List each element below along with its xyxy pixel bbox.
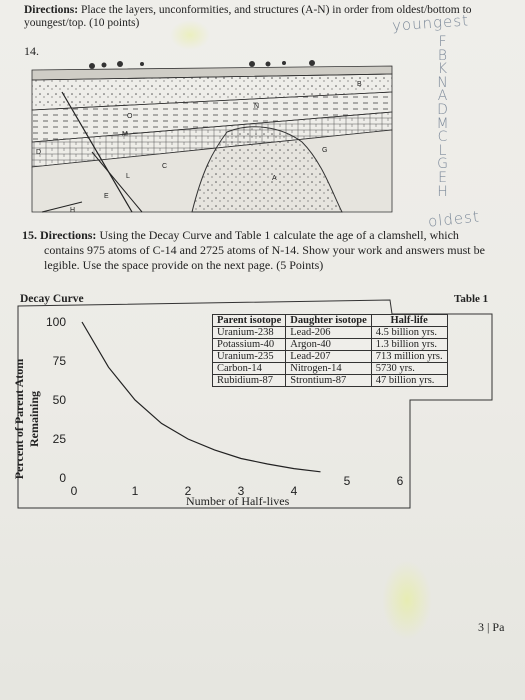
intrusion-a [191,126,343,213]
table-header-row: Parent isotope Daughter isotope Half-lif… [211,314,448,327]
label-d: D [36,149,41,156]
dike-line [91,151,143,213]
x-axis-label: Number of Half-lives [186,494,290,508]
header-parent: Parent isotope [211,314,287,327]
decay-curve-title: Decay Curve [20,293,84,305]
hw-order-1: F [438,34,448,50]
x-tick-label: 4 [291,484,298,498]
header-half-life: Half-life [370,314,448,327]
y-tick-label: 75 [53,354,67,368]
y-tick-label: 0 [59,471,66,485]
question-15-directions-label: Directions: [40,228,97,242]
y-tick-label: 50 [53,393,67,407]
decay-curve-chart: 100 75 50 25 0 0 1 2 3 4 5 6 [17,299,493,509]
x-tick-label: 5 [344,474,351,488]
header-daughter: Daughter isotope [285,314,372,327]
hw-order-8: C [437,129,449,146]
hw-order-2: B [437,47,449,64]
label-g: G [322,147,327,154]
hw-order-3: K [437,61,449,78]
table-row: Carbon-14 Nitrogen-14 5730 yrs. [211,362,448,375]
table-cell: Potassium-40 [211,338,287,351]
directions-text: Place the layers, unconformities, and st… [24,4,472,29]
label-b: B [357,81,362,88]
x-tick-label: 2 [185,484,192,498]
layer-h-line [41,201,83,213]
light-glare [382,560,432,640]
directions-label: Directions: [24,4,79,16]
hw-order-5: A [437,88,449,105]
hw-order-12: H [437,183,449,200]
table-row: Uranium-235 Lead-207 713 million yrs. [211,350,448,363]
table-cell: Nitrogen-14 [285,362,372,375]
y-axis-label: Percent of Parent Atom Remaining [12,358,41,480]
x-tick-labels: 0 1 2 3 4 5 6 [71,474,404,498]
label-e: E [104,193,109,200]
hw-order-6: D [437,101,449,118]
table-cell: Strontium-87 [285,374,372,387]
table-row: Rubidium-87 Strontium-87 47 billion yrs. [211,374,448,387]
label-m: M [122,131,128,138]
table-cell: 47 billion yrs. [370,374,448,387]
table-cell: 1.3 billion yrs. [370,338,448,351]
table-cell: Carbon-14 [211,362,287,375]
label-o: O [127,113,133,120]
question-15-line2: contains 975 atoms of C-14 and 2725 atom… [44,243,485,257]
label-c: C [162,163,167,170]
surface-vegetation [89,60,315,69]
y-tick-label: 25 [53,432,67,446]
label-a: A [272,175,277,182]
table-cell: Uranium-235 [211,350,287,363]
page-number: 3 | Pa [478,620,505,634]
geologic-cross-section: B N O M D C L E H A G [31,60,393,214]
hw-order-7: M [436,115,450,132]
table-cell: 5730 yrs. [370,362,448,375]
table-cell: Uranium-238 [211,326,287,339]
table-cell: 4.5 billion yrs. [370,326,448,339]
x-tick-label: 6 [397,474,404,488]
label-l: L [126,173,130,180]
table-cell: Lead-206 [285,326,372,339]
fault-line [61,91,133,213]
y-tick-label: 100 [46,315,66,329]
y-tick-labels: 100 75 50 25 0 [46,315,66,485]
decay-curve-line [81,321,321,473]
light-glare [170,20,210,50]
hw-order-9: L [438,142,448,159]
chart-frame [17,299,493,509]
table-row: Uranium-238 Lead-206 4.5 billion yrs. [211,326,448,339]
x-tick-label: 3 [238,484,245,498]
table-cell: 713 million yrs. [370,350,448,363]
table-cell: Argon-40 [285,338,372,351]
question-15-line3: legible. Use the space provide on the ne… [44,258,324,272]
question-14-number: 14. [24,44,39,58]
handwritten-youngest: youngest [391,11,470,35]
handwritten-order-list: F B K N A D M C L G E H [428,34,458,200]
question-15-line1: Using the Decay Curve and Table 1 calcul… [99,228,459,242]
hw-order-11: E [438,169,448,186]
label-h: H [70,207,75,214]
question-15-number: 15. [22,228,37,242]
directions-q14: Directions: Place the layers, unconformi… [24,4,494,30]
table-cell: Lead-207 [285,350,372,363]
hw-order-4: N [437,74,449,91]
isotope-table: Parent isotope Daughter isotope Half-lif… [211,314,448,387]
table-cell: Rubidium-87 [211,374,287,387]
question-15: 15. Directions: Using the Decay Curve an… [22,228,492,273]
hw-order-10: G [437,156,449,173]
x-tick-label: 0 [71,484,78,498]
table1-title: Table 1 [454,293,489,305]
table-row: Potassium-40 Argon-40 1.3 billion yrs. [211,338,448,351]
x-tick-label: 1 [132,484,139,498]
label-n: N [254,103,259,110]
